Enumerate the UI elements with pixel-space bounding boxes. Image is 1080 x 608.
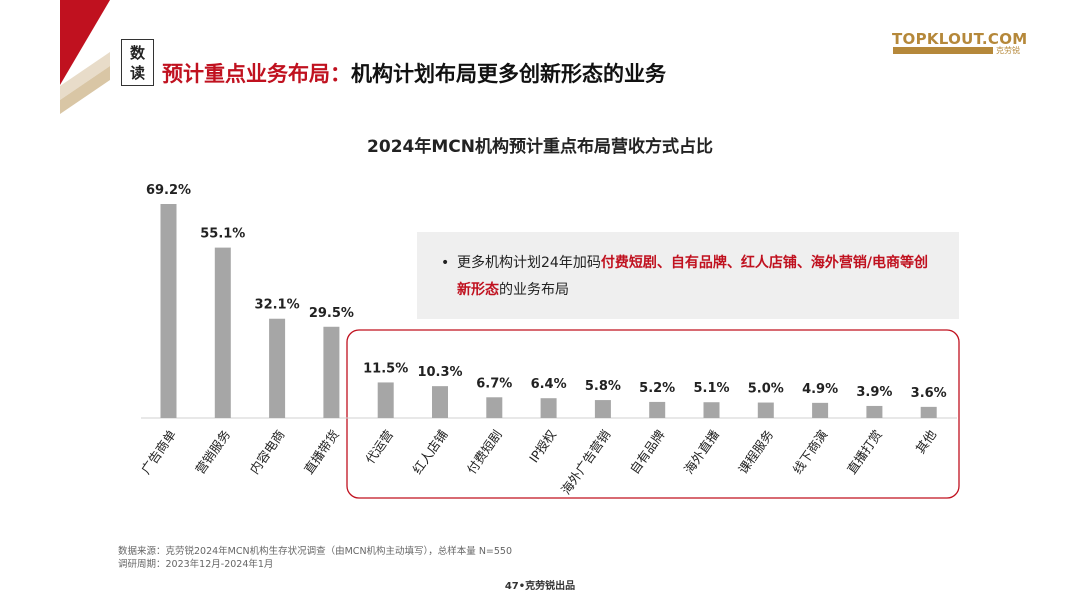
- category-label: 海外直播: [681, 427, 722, 477]
- corner-decoration: [60, 0, 110, 114]
- category-label: 内容电商: [247, 427, 288, 477]
- note-highlight: 付费短剧、自有品牌、红人店铺、海外营销/电商等创新形态: [457, 255, 928, 298]
- section-badge: 数 读: [121, 39, 154, 86]
- value-label: 11.5%: [363, 361, 408, 376]
- bar-广告商单: [160, 204, 177, 418]
- bar-内容电商: [269, 318, 286, 418]
- value-label: 5.8%: [585, 379, 621, 394]
- page-title: 预计重点业务布局：机构计划布局更多创新形态的业务: [162, 58, 666, 88]
- title-rest: 机构计划布局更多创新形态的业务: [351, 62, 666, 86]
- value-label: 55.1%: [200, 227, 245, 242]
- category-label: 营销服务: [192, 427, 233, 477]
- category-label: 其他: [913, 427, 940, 456]
- category-label: 自有品牌: [627, 427, 668, 477]
- page-number: 47•克劳锐出品: [504, 581, 576, 592]
- data-source: 数据来源：克劳锐2024年MCN机构生存状况调查（由MCN机构主动填写），总样本…: [118, 545, 512, 571]
- highlight-box: [346, 329, 960, 499]
- category-label: 广告商单: [138, 427, 179, 477]
- bar-课程服务: [757, 402, 774, 418]
- title-highlight: 预计重点业务布局: [162, 62, 330, 86]
- title-separator: ：: [330, 62, 351, 86]
- brand-logo: TOPKLOUT.COM 克劳锐: [892, 30, 1028, 56]
- value-label: 6.7%: [476, 376, 512, 391]
- value-label: 4.9%: [802, 382, 838, 397]
- source-line-1: 数据来源：克劳锐2024年MCN机构生存状况调查（由MCN机构主动填写），总样本…: [118, 546, 513, 557]
- category-label: 直播带货: [301, 427, 342, 477]
- bar-IP授权: [540, 398, 557, 418]
- note-box: • 更多机构计划24年加码付费短剧、自有品牌、红人店铺、海外营销/电商等创新形态…: [417, 232, 959, 319]
- value-label: 6.4%: [531, 377, 567, 392]
- bar-代运营: [377, 382, 394, 418]
- category-label: 代运营: [362, 427, 396, 466]
- value-label: 5.0%: [748, 382, 784, 397]
- bar-营销服务: [214, 247, 231, 418]
- bar-海外广告营销: [594, 400, 611, 418]
- value-label: 10.3%: [417, 365, 462, 380]
- note-text: 更多机构计划24年加码付费短剧、自有品牌、红人店铺、海外营销/电商等创新形态的业…: [441, 250, 941, 304]
- badge-char-1: 数: [129, 43, 145, 62]
- value-label: 32.1%: [255, 298, 300, 313]
- category-label: 付费短剧: [464, 427, 505, 477]
- bar-直播带货: [323, 326, 340, 418]
- value-label: 3.9%: [856, 385, 892, 400]
- bar-其他: [920, 406, 937, 418]
- value-label: 5.2%: [639, 381, 675, 396]
- category-label: 直播打赏: [844, 427, 885, 477]
- badge-char-2: 读: [129, 63, 145, 82]
- logo-bar: [893, 47, 993, 54]
- bar-付费短剧: [486, 397, 503, 418]
- logo-text: TOPKLOUT.COM: [892, 30, 1028, 48]
- note-prefix: 更多机构计划24年加码: [457, 255, 601, 271]
- note-suffix: 的业务布局: [499, 282, 569, 298]
- category-label: IP授权: [526, 427, 559, 466]
- category-label: 海外广告营销: [558, 427, 613, 497]
- bar-红人店铺: [432, 386, 448, 418]
- chart-title: 2024年MCN机构预计重点布局营收方式占比: [367, 137, 713, 157]
- category-label: 红人店铺: [409, 427, 450, 477]
- category-label: 线下商演: [790, 427, 831, 477]
- category-label: 课程服务: [735, 427, 776, 477]
- value-label: 69.2%: [146, 183, 191, 198]
- value-label: 29.5%: [309, 306, 354, 321]
- source-line-2: 调研周期：2023年12月-2024年1月: [118, 559, 274, 570]
- logo-sub: 克劳锐: [996, 46, 1020, 55]
- bar-自有品牌: [649, 401, 666, 418]
- value-label: 5.1%: [693, 381, 729, 396]
- bar-直播打赏: [866, 405, 883, 418]
- bar-线下商演: [812, 402, 829, 418]
- value-label: 3.6%: [911, 386, 947, 401]
- note-bullet: •: [441, 255, 450, 271]
- bar-海外直播: [703, 402, 720, 418]
